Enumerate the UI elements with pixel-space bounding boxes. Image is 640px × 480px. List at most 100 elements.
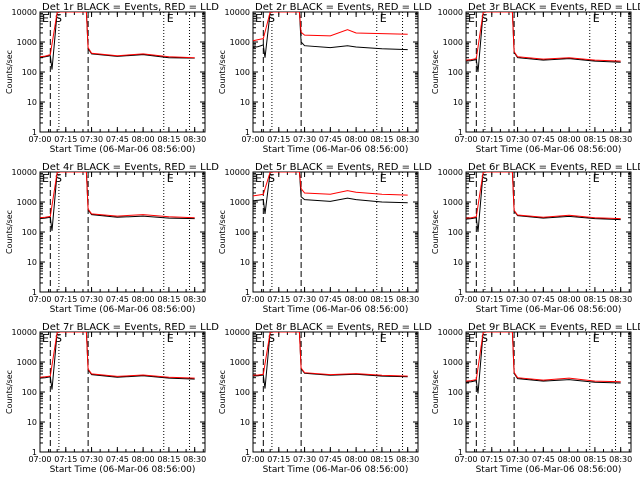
x-axis-label: Start Time (06-Mar-06 08:56:00): [263, 145, 409, 155]
y-tick-label: 1000: [17, 198, 37, 207]
plot-frame: [252, 11, 419, 133]
y-tick-label: 10000: [12, 8, 37, 17]
y-tick-label: 1: [32, 288, 37, 297]
x-tick-label: 08:30: [609, 295, 632, 304]
marker-letter: S: [55, 332, 62, 345]
chart-panel-7: Det 7r BLACK = Events, RED = LLD 1 10 100 10…: [5, 322, 219, 475]
y-tick-label: 10000: [438, 8, 463, 17]
x-tick-label: 07:15: [480, 295, 503, 304]
x-tick-label: 07:00: [241, 295, 264, 304]
chart-panel-3: Det 3r BLACK = Events, RED = LLD 1 10 100 10…: [431, 2, 640, 155]
chart-title: Det 7r BLACK = Events, RED = LLD: [42, 322, 219, 333]
y-tick-label: 10000: [438, 328, 463, 337]
y-tick-label: 10: [240, 418, 250, 427]
y-tick-label: 10: [27, 98, 37, 107]
x-tick-label: 07:00: [28, 135, 51, 144]
x-tick-label: 07:45: [319, 135, 342, 144]
y-tick-label: 100: [22, 68, 37, 77]
series-line-lld: [466, 332, 621, 383]
x-tick-label: 07:30: [506, 135, 529, 144]
x-tick-label: 08:00: [345, 135, 368, 144]
series-line-lld: [40, 12, 195, 59]
plot-frame: [39, 11, 206, 133]
x-tick-label: 07:45: [319, 455, 342, 464]
x-tick-label: 07:30: [293, 135, 316, 144]
y-tick-label: 100: [448, 388, 463, 397]
marker-letter: E: [255, 332, 262, 345]
x-tick-label: 07:15: [54, 455, 77, 464]
marker-letter: S: [55, 172, 62, 185]
x-tick-label: 08:00: [345, 455, 368, 464]
y-tick-label: 10: [240, 258, 250, 267]
y-axis-label: Counts/sec: [431, 50, 440, 94]
x-tick-label: 08:15: [370, 455, 393, 464]
series-line-lld: [253, 12, 408, 42]
x-tick-label: 07:30: [293, 295, 316, 304]
chart-title: Det 3r BLACK = Events, RED = LLD: [468, 2, 640, 13]
series-line-lld: [253, 172, 408, 197]
x-tick-label: 08:15: [157, 135, 180, 144]
x-tick-label: 07:30: [80, 295, 103, 304]
y-tick-label: 1: [245, 288, 250, 297]
y-tick-label: 10: [453, 418, 463, 427]
x-tick-label: 08:30: [396, 295, 419, 304]
x-tick-label: 08:00: [345, 295, 368, 304]
series-group: [253, 332, 408, 389]
x-tick-label: 08:15: [583, 135, 606, 144]
x-tick-label: 08:00: [132, 135, 155, 144]
y-tick-label: 1000: [230, 358, 250, 367]
plot-frame: [252, 171, 419, 293]
y-tick-label: 100: [448, 68, 463, 77]
marker-letter: S: [481, 172, 488, 185]
y-tick-label: 1000: [17, 38, 37, 47]
y-tick-label: 100: [448, 228, 463, 237]
chart-title: Det 4r BLACK = Events, RED = LLD: [42, 162, 219, 173]
x-tick-label: 08:30: [183, 455, 206, 464]
x-tick-label: 07:00: [28, 295, 51, 304]
marker-letter: E: [593, 172, 600, 185]
marker-letter: E: [42, 332, 49, 345]
y-tick-label: 100: [235, 68, 250, 77]
y-tick-label: 10000: [225, 328, 250, 337]
plot-frame: [465, 331, 632, 453]
x-axis-label: Start Time (06-Mar-06 08:56:00): [50, 145, 196, 155]
x-axis-label: Start Time (06-Mar-06 08:56:00): [476, 305, 622, 315]
y-tick-label: 100: [22, 388, 37, 397]
marker-letter: S: [481, 332, 488, 345]
series-group: [253, 172, 408, 214]
marker-letter: E: [42, 172, 49, 185]
chart-title: Det 2r BLACK = Events, RED = LLD: [255, 2, 432, 13]
x-axis-label: Start Time (06-Mar-06 08:56:00): [476, 145, 622, 155]
y-tick-label: 1: [458, 288, 463, 297]
series-group: [40, 332, 195, 390]
x-axis-label: Start Time (06-Mar-06 08:56:00): [50, 465, 196, 475]
x-tick-label: 08:15: [157, 455, 180, 464]
series-line-lld: [253, 332, 408, 377]
y-tick-label: 10: [453, 258, 463, 267]
x-tick-label: 07:00: [454, 455, 477, 464]
x-tick-label: 07:00: [454, 135, 477, 144]
x-axis-label: Start Time (06-Mar-06 08:56:00): [476, 465, 622, 475]
x-tick-label: 07:00: [454, 295, 477, 304]
plot-frame: [39, 331, 206, 453]
chart-title: Det 8r BLACK = Events, RED = LLD: [255, 322, 432, 333]
series-group: [253, 12, 408, 58]
series-group: [40, 172, 195, 231]
marker-letter: E: [593, 12, 600, 25]
y-tick-label: 1000: [443, 198, 463, 207]
y-tick-label: 10000: [12, 328, 37, 337]
marker-letter: S: [481, 12, 488, 25]
y-tick-label: 1000: [17, 358, 37, 367]
marker-letter: E: [167, 332, 174, 345]
y-axis-label: Counts/sec: [431, 370, 440, 414]
x-tick-label: 08:00: [558, 295, 581, 304]
plot-frame: [39, 171, 206, 293]
series-line-lld: [466, 172, 621, 220]
x-tick-label: 08:15: [157, 295, 180, 304]
x-tick-label: 08:15: [583, 455, 606, 464]
x-tick-label: 07:45: [532, 135, 555, 144]
y-tick-label: 1: [32, 128, 37, 137]
marker-letter: E: [167, 12, 174, 25]
x-tick-label: 08:00: [558, 455, 581, 464]
chart-panel-6: Det 6r BLACK = Events, RED = LLD 1 10 100 10…: [431, 162, 640, 315]
